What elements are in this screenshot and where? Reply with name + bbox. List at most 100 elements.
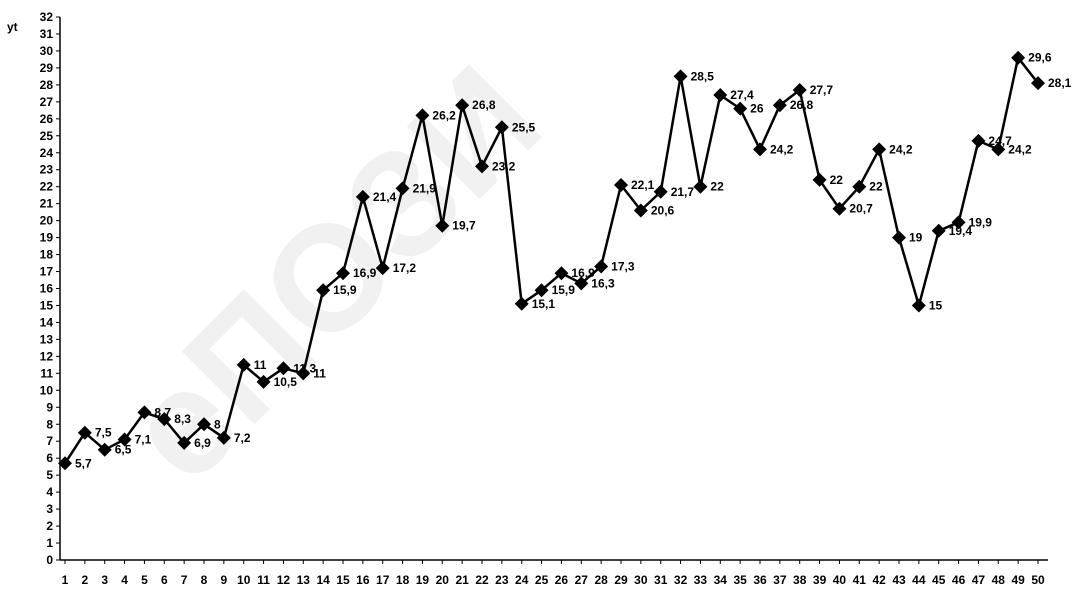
data-point-marker bbox=[58, 456, 72, 471]
x-tick-label: 16 bbox=[356, 573, 370, 587]
data-point-marker bbox=[494, 120, 509, 135]
x-tick-label: 33 bbox=[694, 573, 708, 587]
data-point-marker bbox=[216, 430, 231, 445]
x-tick-label: 49 bbox=[1011, 573, 1025, 587]
data-point-marker bbox=[157, 412, 172, 427]
data-point-marker bbox=[673, 69, 688, 84]
data-label: 21,7 bbox=[671, 185, 695, 199]
x-tick-label: 50 bbox=[1031, 573, 1045, 587]
x-tick-label: 6 bbox=[161, 573, 168, 587]
y-tick-label: 5 bbox=[46, 468, 53, 482]
data-label: 20,6 bbox=[651, 203, 675, 217]
x-tick-label: 46 bbox=[952, 573, 966, 587]
x-tick-label: 19 bbox=[416, 573, 430, 587]
data-label: 6,5 bbox=[115, 443, 132, 457]
x-tick-label: 32 bbox=[674, 573, 688, 587]
y-tick-label: 1 bbox=[46, 536, 53, 550]
y-tick-label: 20 bbox=[40, 214, 54, 228]
data-point-marker bbox=[355, 189, 370, 204]
y-ticks: 0123456789101112131415161718192021222324… bbox=[40, 10, 60, 567]
data-label: 28,1 bbox=[1048, 76, 1072, 90]
data-point-marker bbox=[455, 98, 470, 113]
data-label: 28,5 bbox=[691, 69, 715, 83]
data-label: 15,9 bbox=[333, 283, 357, 297]
data-point-marker bbox=[554, 266, 569, 281]
y-tick-label: 16 bbox=[40, 282, 54, 296]
data-point-marker bbox=[177, 435, 192, 450]
x-tick-label: 15 bbox=[336, 573, 350, 587]
x-tick-label: 27 bbox=[575, 573, 589, 587]
x-tick-label: 14 bbox=[316, 573, 330, 587]
x-tick-label: 44 bbox=[912, 573, 926, 587]
data-point-marker bbox=[77, 425, 92, 440]
x-tick-label: 12 bbox=[277, 573, 291, 587]
data-label: 20,7 bbox=[849, 202, 873, 216]
data-point-marker bbox=[733, 101, 748, 116]
x-tick-label: 47 bbox=[972, 573, 986, 587]
data-point-marker bbox=[475, 159, 489, 174]
data-label: 15,9 bbox=[552, 283, 576, 297]
data-label: 15,1 bbox=[532, 297, 556, 311]
data-label: 8,3 bbox=[174, 412, 191, 426]
y-tick-label: 12 bbox=[40, 349, 54, 363]
y-tick-label: 27 bbox=[40, 95, 54, 109]
data-label: 24,2 bbox=[770, 142, 794, 156]
data-point-marker bbox=[316, 283, 331, 298]
axes: yt bbox=[7, 17, 1048, 561]
x-tick-label: 9 bbox=[221, 573, 228, 587]
data-label: 19,9 bbox=[969, 215, 993, 229]
x-tick-label: 10 bbox=[237, 573, 251, 587]
data-label: 7,2 bbox=[234, 431, 251, 445]
data-point-marker bbox=[872, 142, 887, 157]
y-tick-label: 21 bbox=[40, 197, 54, 211]
data-point-marker bbox=[395, 181, 410, 196]
x-tick-label: 5 bbox=[141, 573, 148, 587]
x-tick-label: 39 bbox=[813, 573, 827, 587]
y-tick-label: 22 bbox=[40, 180, 54, 194]
y-tick-label: 4 bbox=[46, 485, 53, 499]
y-tick-label: 31 bbox=[40, 27, 54, 41]
data-label: 26,8 bbox=[472, 98, 496, 112]
data-point-marker bbox=[772, 98, 787, 113]
data-point-marker bbox=[256, 374, 271, 389]
data-label: 6,9 bbox=[194, 436, 211, 450]
x-tick-label: 22 bbox=[475, 573, 489, 587]
x-tick-label: 42 bbox=[872, 573, 886, 587]
y-tick-label: 17 bbox=[40, 265, 54, 279]
data-point-marker bbox=[753, 142, 767, 157]
data-label: 21,4 bbox=[373, 190, 397, 204]
x-tick-label: 48 bbox=[992, 573, 1006, 587]
x-tick-label: 3 bbox=[101, 573, 108, 587]
data-label: 24,2 bbox=[1008, 142, 1032, 156]
x-tick-label: 29 bbox=[614, 573, 628, 587]
data-label: 25,5 bbox=[512, 120, 536, 134]
data-point-marker bbox=[653, 184, 668, 199]
y-tick-label: 8 bbox=[46, 417, 53, 431]
y-tick-label: 25 bbox=[40, 129, 54, 143]
y-tick-label: 3 bbox=[46, 502, 53, 516]
x-tick-label: 35 bbox=[733, 573, 747, 587]
data-point-marker bbox=[951, 215, 966, 230]
data-point-marker bbox=[832, 201, 847, 216]
x-tick-label: 11 bbox=[257, 573, 270, 587]
x-tick-label: 13 bbox=[297, 573, 311, 587]
y-tick-label: 13 bbox=[40, 332, 54, 346]
x-tick-label: 17 bbox=[376, 573, 390, 587]
x-tick-label: 38 bbox=[793, 573, 807, 587]
y-tick-label: 15 bbox=[40, 298, 54, 312]
data-label: 16,9 bbox=[571, 266, 595, 280]
data-point-marker bbox=[911, 298, 926, 313]
x-tick-label: 23 bbox=[495, 573, 509, 587]
data-label: 16,9 bbox=[353, 266, 377, 280]
data-label: 11 bbox=[313, 366, 326, 380]
x-tick-label: 31 bbox=[654, 573, 668, 587]
data-label: 16,3 bbox=[591, 276, 615, 290]
y-tick-label: 0 bbox=[46, 553, 53, 567]
y-tick-label: 7 bbox=[46, 434, 53, 448]
data-point-marker bbox=[693, 179, 708, 194]
x-tick-label: 36 bbox=[753, 573, 767, 587]
x-tick-label: 20 bbox=[436, 573, 450, 587]
data-point-marker bbox=[375, 261, 390, 276]
y-tick-label: 32 bbox=[40, 10, 54, 24]
x-tick-label: 4 bbox=[121, 573, 128, 587]
